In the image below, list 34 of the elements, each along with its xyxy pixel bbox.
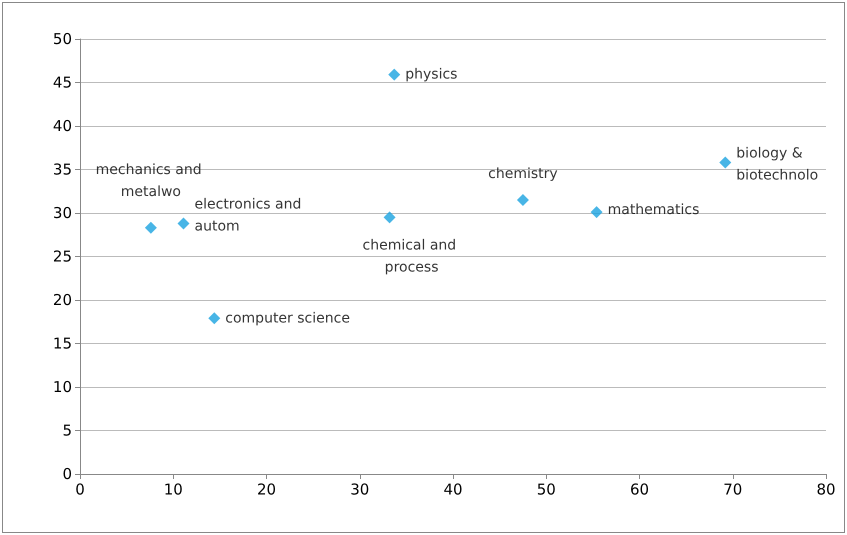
annotation: biology & biotechnolo: [736, 146, 818, 184]
x-tick-label: 60: [630, 480, 650, 498]
y-tick-label: 30: [52, 204, 72, 222]
point: [719, 156, 732, 169]
x-tick-label: 40: [443, 480, 463, 498]
x-tick-label: 80: [816, 480, 836, 498]
y-tick-label: 40: [52, 117, 72, 135]
annotation: computer science: [225, 310, 350, 326]
point: [178, 217, 190, 230]
point: [208, 312, 220, 324]
y-tick-label: 0: [62, 465, 72, 483]
point: [590, 206, 603, 218]
point: [144, 222, 157, 234]
y-tick-label: 50: [52, 30, 72, 48]
x-tick-label: 70: [723, 480, 742, 498]
y-tick-label: 45: [52, 74, 72, 92]
x-tick-label: 20: [256, 480, 276, 498]
x-tick-label: 0: [75, 480, 85, 498]
point: [384, 211, 396, 224]
y-tick-label: 35: [52, 160, 72, 178]
point: [388, 68, 400, 81]
x-tick-label: 30: [350, 480, 370, 498]
y-tick-label: 25: [52, 248, 72, 266]
annotation: physics: [405, 66, 458, 83]
annotation: chemical and process: [362, 237, 461, 276]
x-tick-label: 10: [164, 480, 183, 498]
annotation: chemistry: [488, 166, 558, 182]
y-tick-label: 15: [52, 334, 72, 352]
x-tick-label: 50: [536, 480, 556, 498]
point: [516, 194, 529, 206]
y-tick-label: 10: [52, 378, 72, 396]
y-tick-label: 20: [52, 291, 72, 309]
annotation: mathematics: [608, 202, 700, 218]
y-tick-label: 5: [62, 422, 72, 440]
